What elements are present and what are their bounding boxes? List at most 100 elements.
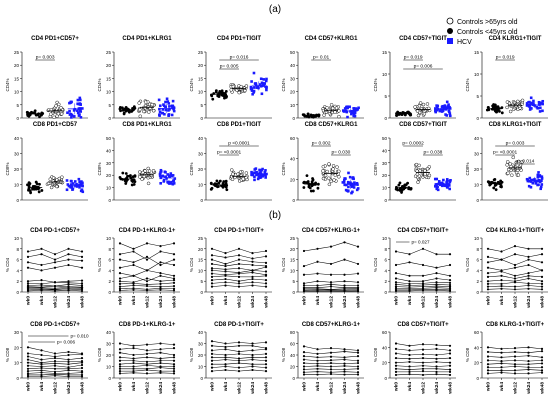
x-tick-label: wk0 <box>118 382 124 392</box>
legend-marker-square <box>447 38 453 44</box>
subject-point <box>422 289 424 291</box>
data-point-hcv <box>441 185 444 188</box>
subject-point <box>173 289 175 291</box>
subject-point <box>159 283 161 285</box>
subject-point <box>316 365 318 367</box>
subject-point <box>132 284 134 286</box>
subject-point <box>449 253 451 255</box>
data-point-hcv <box>74 180 77 183</box>
subject-point <box>303 250 305 252</box>
subject-point <box>251 365 253 367</box>
subject-point <box>211 259 213 261</box>
subject-point <box>422 275 424 277</box>
data-point-hcv <box>352 107 355 110</box>
subject-point <box>81 280 83 282</box>
subject-point <box>211 367 213 369</box>
data-point-older-control <box>139 115 142 118</box>
subject-point <box>251 278 253 280</box>
data-point-older-control <box>514 104 517 107</box>
data-point-young-control <box>129 174 132 177</box>
subject-point <box>265 250 267 252</box>
subject-point <box>422 349 424 351</box>
subject-point <box>357 365 359 367</box>
data-point-older-control <box>327 162 330 165</box>
subject-point <box>487 286 489 288</box>
subject-point <box>330 286 332 288</box>
subject-point <box>343 280 345 282</box>
subject-point <box>173 282 175 284</box>
y-tick-label: 5 <box>108 103 111 108</box>
subject-point <box>527 363 529 365</box>
panel-title: CD4 CD57+TIGIT+ <box>397 228 449 234</box>
subject-point <box>40 363 42 365</box>
subject-point <box>343 284 345 286</box>
data-point-hcv <box>536 174 539 177</box>
y-tick-label: 15 <box>474 50 480 55</box>
subject-point <box>132 357 134 359</box>
data-point-young-control <box>125 172 128 175</box>
data-point-young-control <box>492 187 495 190</box>
subject-point <box>422 264 424 266</box>
data-point-older-control <box>332 164 335 167</box>
subject-point <box>54 365 56 367</box>
x-tick-label: wk4 <box>499 296 505 306</box>
subject-point <box>211 279 213 281</box>
subject-point <box>173 368 175 370</box>
data-point-hcv <box>79 184 82 187</box>
data-point-older-control <box>142 110 145 113</box>
subject-point <box>265 367 267 369</box>
subject-point <box>449 290 451 292</box>
data-point-older-control <box>138 171 141 174</box>
y-tick-label: 60 <box>382 330 388 335</box>
panel-title: CD4 CD57+KLRG1 <box>305 36 359 42</box>
y-tick-label: 6 <box>384 258 387 263</box>
data-point-older-control <box>336 166 339 169</box>
y-tick-label: 20 <box>382 361 388 366</box>
subject-point <box>541 359 543 361</box>
y-tick-label: 5 <box>200 279 203 284</box>
subject-point <box>146 277 148 279</box>
data-point-hcv <box>159 171 162 174</box>
data-point-hcv <box>163 179 166 182</box>
data-point-hcv <box>540 186 543 189</box>
data-point-older-control <box>506 101 509 104</box>
subject-point <box>500 270 502 272</box>
subject-point <box>67 359 69 361</box>
subject-point <box>119 365 121 367</box>
subject-point <box>408 365 410 367</box>
y-tick-label: 0 <box>16 290 19 295</box>
subject-point <box>514 351 516 353</box>
y-tick-label: 20 <box>14 167 20 172</box>
data-point-hcv <box>172 100 175 103</box>
subject-point <box>541 283 543 285</box>
data-point-young-control <box>38 115 41 118</box>
y-axis-label: % CD8 <box>189 347 194 362</box>
data-point-hcv <box>172 180 175 183</box>
data-point-hcv <box>78 181 81 184</box>
subject-point <box>251 276 253 278</box>
subject-point <box>81 357 83 359</box>
data-point-hcv <box>167 109 170 112</box>
y-tick-label: 10 <box>474 236 480 241</box>
subject-point <box>159 372 161 374</box>
data-point-hcv <box>445 114 448 117</box>
data-point-hcv <box>260 77 263 80</box>
subject-point <box>449 362 451 364</box>
subject-point <box>316 261 318 263</box>
data-point-hcv <box>76 102 79 105</box>
subject-point <box>251 261 253 263</box>
subject-point <box>40 367 42 369</box>
subject-point <box>330 281 332 283</box>
subject-point <box>435 368 437 370</box>
subject-point <box>303 290 305 292</box>
subject-point <box>146 369 148 371</box>
subject-point <box>422 362 424 364</box>
data-point-young-control <box>493 178 496 181</box>
data-point-hcv <box>530 96 533 99</box>
subject-point <box>132 354 134 356</box>
data-point-older-control <box>150 174 153 177</box>
subject-point <box>251 349 253 351</box>
data-point-hcv <box>66 111 69 114</box>
